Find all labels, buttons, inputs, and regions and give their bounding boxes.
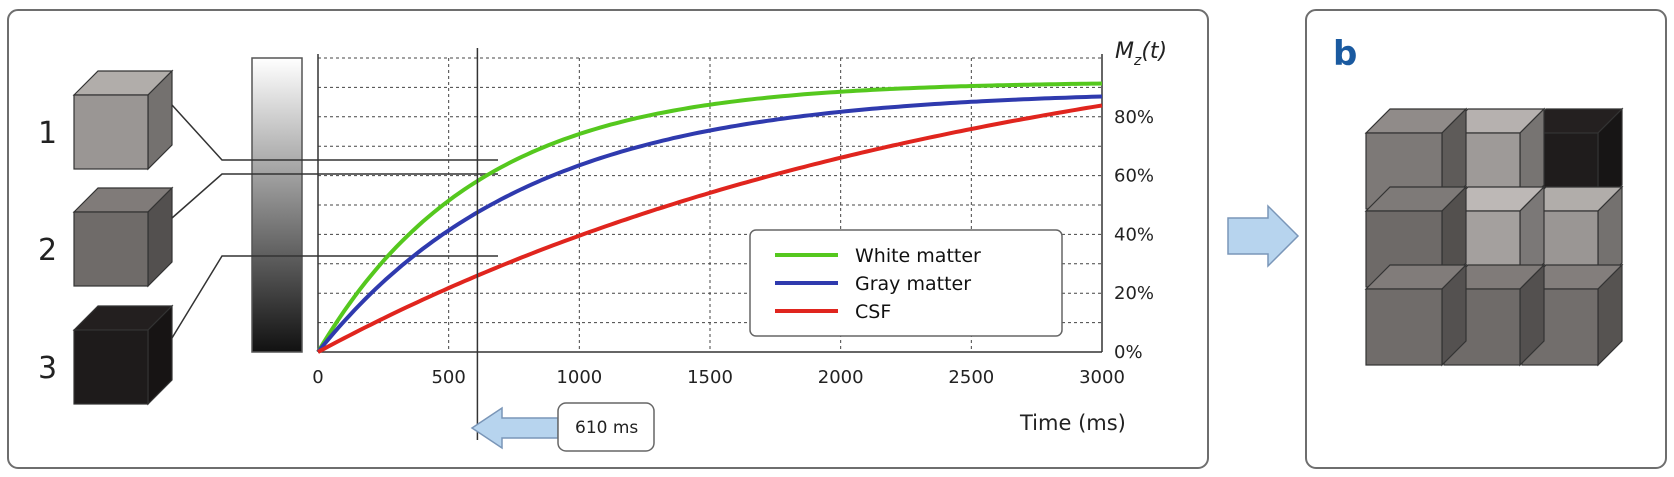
y-tick-60: 60% xyxy=(1114,166,1154,187)
panel-a-frame xyxy=(7,9,1209,469)
voxel-3-1 xyxy=(1364,263,1468,367)
x-tick-500: 500 xyxy=(431,367,465,388)
grayscale-bar xyxy=(251,57,303,353)
x-tick-2000: 2000 xyxy=(818,367,864,388)
y-axis-label: Mz(t) xyxy=(1115,39,1167,69)
connector-3 xyxy=(171,255,498,339)
y-tick-40: 40% xyxy=(1114,224,1154,245)
annotation-box xyxy=(557,402,655,452)
y-tick-80: 80% xyxy=(1114,107,1154,128)
y-tick-20: 20% xyxy=(1114,283,1154,304)
annotation-label: 610 ms xyxy=(575,418,638,438)
x-tick-3000: 3000 xyxy=(1079,367,1125,388)
x-axis-label: Time (ms) xyxy=(1019,411,1126,435)
chart-axes xyxy=(317,54,1103,353)
cube-label-3: 3 xyxy=(38,351,57,386)
curve-gray-matter xyxy=(316,94,1103,354)
legend-label-gray-matter: Gray matter xyxy=(855,273,971,295)
x-tick-1500: 1500 xyxy=(687,367,733,388)
curve-csf xyxy=(317,103,1103,354)
x-tick-2500: 2500 xyxy=(948,367,994,388)
y-tick-labels: 0% 20% 40% 60% 80% xyxy=(1114,107,1154,363)
cube-label-2: 2 xyxy=(38,233,57,268)
magnetization-chart: 0 500 1000 1500 2000 2500 3000 0% 20% 40% 60% 80% xyxy=(312,54,1154,388)
x-tick-1000: 1000 xyxy=(556,367,602,388)
x-tick-labels: 0 500 1000 1500 2000 2500 3000 xyxy=(312,367,1125,388)
cube-connectors xyxy=(171,104,498,339)
curve-white-matter xyxy=(316,81,1103,354)
panel-b-label: b xyxy=(1333,34,1357,74)
cube-label-1: 1 xyxy=(38,116,57,151)
connector-2 xyxy=(171,173,498,219)
y-tick-0: 0% xyxy=(1114,342,1143,363)
chart-legend: White matter Gray matter CSF xyxy=(749,229,1063,337)
cube-3 xyxy=(72,304,174,406)
legend-label-csf: CSF xyxy=(855,301,891,323)
chart-curves xyxy=(316,81,1103,354)
connector-1 xyxy=(171,104,498,161)
legend-label-white-matter: White matter xyxy=(855,245,981,267)
cube-1 xyxy=(72,69,174,171)
x-tick-0: 0 xyxy=(312,367,323,388)
cube-2 xyxy=(72,186,174,288)
right-arrow-icon xyxy=(1227,204,1300,268)
voxel-grid xyxy=(1364,107,1624,367)
cube-stack xyxy=(72,69,174,406)
